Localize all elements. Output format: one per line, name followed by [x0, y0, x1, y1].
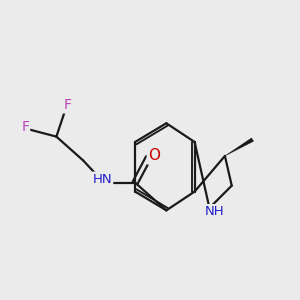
Text: O: O: [148, 148, 160, 164]
Text: F: F: [64, 98, 72, 112]
Text: NH: NH: [205, 205, 225, 218]
Text: F: F: [21, 120, 29, 134]
Polygon shape: [225, 138, 254, 156]
Text: HN: HN: [93, 172, 112, 186]
